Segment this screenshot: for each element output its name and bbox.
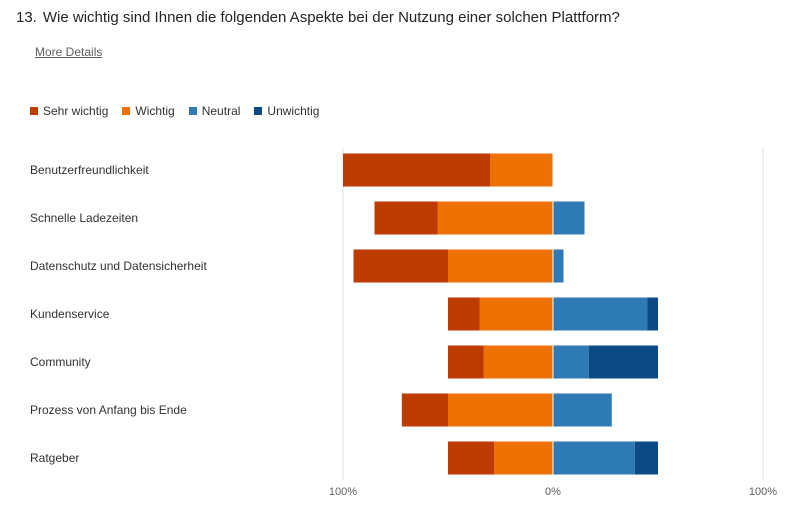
- bar-sehr-wichtig[interactable]: [448, 441, 495, 475]
- bar-sehr-wichtig[interactable]: [401, 393, 448, 427]
- legend-label: Neutral: [201, 104, 241, 118]
- question-title: 13. Wie wichtig sind Ihnen die folgenden …: [16, 9, 620, 26]
- legend-item-sehr-wichtig: Sehr wichtig: [30, 104, 108, 118]
- category-label: Benutzerfreundlichkeit: [30, 163, 149, 177]
- bar-unwichtig[interactable]: [647, 297, 659, 331]
- bar-wichtig[interactable]: [490, 153, 553, 187]
- legend-item-wichtig: Wichtig: [122, 104, 175, 118]
- bar-neutral[interactable]: [553, 201, 585, 235]
- category-label: Ratgeber: [30, 451, 79, 465]
- category-label: Kundenservice: [30, 307, 110, 321]
- bar-unwichtig[interactable]: [634, 441, 658, 475]
- legend-item-unwichtig: Unwichtig: [254, 104, 319, 118]
- x-tick-label: 0%: [545, 486, 561, 498]
- legend-label: Wichtig: [135, 104, 175, 118]
- bar-sehr-wichtig[interactable]: [343, 153, 490, 187]
- x-tick-label: 100%: [749, 486, 777, 498]
- bar-sehr-wichtig[interactable]: [448, 297, 480, 331]
- bar-sehr-wichtig[interactable]: [353, 249, 449, 283]
- category-label: Community: [30, 355, 91, 369]
- question-text: Wie wichtig sind Ihnen die folgenden Asp…: [42, 9, 620, 26]
- bar-wichtig[interactable]: [479, 297, 554, 331]
- category-label: Prozess von Anfang bis Ende: [30, 403, 187, 417]
- bar-wichtig[interactable]: [494, 441, 553, 475]
- category-label: Datenschutz und Datensicherheit: [30, 259, 207, 273]
- bar-neutral[interactable]: [553, 441, 635, 475]
- legend-label: Unwichtig: [267, 104, 320, 118]
- bar-neutral[interactable]: [553, 345, 589, 379]
- legend-item-neutral: Neutral: [188, 104, 241, 118]
- bar-neutral[interactable]: [553, 393, 612, 427]
- bar-neutral[interactable]: [553, 297, 648, 331]
- question-number: 13.: [16, 9, 37, 26]
- bar-wichtig[interactable]: [437, 201, 554, 235]
- legend-swatch: [188, 107, 197, 115]
- chart-legend: Sehr wichtig Wichtig Neutral Unwichtig: [30, 104, 319, 118]
- more-details-link[interactable]: More Details: [35, 45, 103, 59]
- bar-neutral[interactable]: [553, 249, 564, 283]
- bar-unwichtig[interactable]: [588, 345, 658, 379]
- legend-swatch: [30, 107, 38, 115]
- x-tick-label: 100%: [329, 486, 357, 498]
- bar-sehr-wichtig[interactable]: [448, 345, 484, 379]
- bar-wichtig[interactable]: [448, 249, 553, 283]
- legend-swatch: [122, 107, 131, 115]
- legend-label: Sehr wichtig: [43, 104, 109, 118]
- bar-wichtig[interactable]: [448, 393, 553, 427]
- bar-sehr-wichtig[interactable]: [374, 201, 438, 235]
- bar-wichtig[interactable]: [483, 345, 553, 379]
- category-label: Schnelle Ladezeiten: [30, 211, 138, 225]
- legend-swatch: [254, 107, 263, 115]
